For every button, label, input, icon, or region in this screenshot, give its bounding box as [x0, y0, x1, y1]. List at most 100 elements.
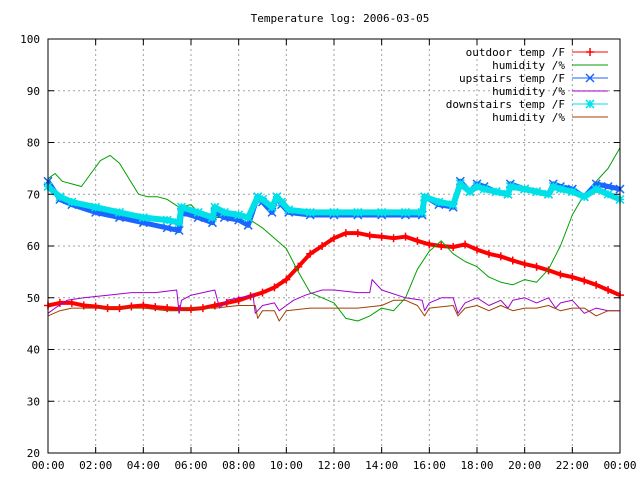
data-point: [544, 266, 553, 275]
data-point: [353, 229, 362, 238]
data-point: [234, 210, 244, 220]
data-point: [580, 276, 589, 285]
data-point: [176, 202, 186, 212]
data-point: [461, 240, 470, 249]
data-point: [91, 202, 101, 212]
x-tick-label: 12:00: [317, 459, 350, 472]
x-tick-label: 06:00: [174, 459, 207, 472]
legend-label: upstairs temp /F: [459, 72, 565, 85]
data-point: [258, 288, 267, 297]
plot-area: [43, 147, 625, 322]
y-tick-label: 80: [27, 137, 40, 150]
data-point: [67, 298, 76, 307]
data-point: [389, 234, 398, 243]
data-point: [479, 184, 489, 194]
data-point: [318, 242, 327, 250]
data-point: [555, 184, 565, 194]
data-point: [138, 213, 148, 223]
data-point: [579, 192, 589, 202]
legend-label: outdoor temp /F: [466, 46, 565, 59]
data-point: [437, 242, 446, 250]
legend-label: humidity /%: [492, 59, 565, 72]
x-tick-label: 20:00: [508, 459, 541, 472]
legend-marker: [586, 48, 594, 56]
data-point: [257, 194, 268, 204]
data-point: [548, 181, 558, 192]
legend-marker: [585, 99, 595, 109]
data-point: [520, 184, 530, 194]
data-point: [127, 302, 136, 311]
data-point: [377, 232, 386, 241]
x-tick-label: 10:00: [270, 459, 303, 472]
data-point: [568, 273, 577, 282]
data-point: [448, 200, 458, 210]
x-tick-label: 00:00: [603, 459, 636, 472]
data-point: [520, 260, 529, 269]
data-point: [400, 207, 411, 217]
data-point: [282, 275, 291, 284]
data-point: [329, 207, 339, 217]
data-point: [465, 187, 475, 197]
y-tick-label: 60: [27, 240, 40, 253]
x-tick-label: 22:00: [556, 459, 589, 472]
data-point: [473, 245, 481, 254]
legend-label: downstairs temp /F: [446, 98, 565, 111]
data-point: [270, 283, 279, 292]
data-point: [330, 234, 338, 243]
data-point: [543, 189, 554, 199]
data-point: [353, 207, 363, 217]
data-point: [401, 232, 410, 241]
data-point: [114, 207, 125, 217]
data-point: [591, 184, 601, 194]
x-tick-label: 16:00: [413, 459, 446, 472]
data-point: [174, 225, 184, 236]
y-tick-label: 70: [27, 188, 40, 201]
y-tick-label: 50: [27, 292, 40, 305]
legend-marker: [585, 73, 595, 83]
data-point: [425, 240, 434, 249]
data-point: [341, 229, 350, 238]
series-line: [47, 299, 620, 322]
data-point: [603, 181, 613, 192]
series-3: [47, 279, 620, 314]
series-5: [47, 299, 620, 322]
legend-label: humidity /%: [492, 85, 565, 98]
data-point: [417, 207, 427, 217]
data-point: [508, 256, 517, 265]
data-point: [174, 218, 184, 228]
data-point: [306, 249, 315, 258]
data-point: [449, 243, 458, 252]
data-point: [505, 181, 515, 192]
data-point: [472, 181, 482, 192]
data-point: [162, 223, 172, 233]
data-point: [377, 207, 387, 217]
axis-ticks: 20 30 40 50 60 70 80 90 100 00:00 02:00 04:00 06:00 0…: [20, 33, 636, 472]
data-point: [484, 249, 493, 258]
data-point: [253, 192, 263, 202]
data-point: [491, 187, 501, 197]
series-1: [47, 147, 621, 322]
y-tick-label: 40: [27, 344, 40, 357]
data-point: [496, 252, 505, 261]
y-tick-label: 30: [27, 395, 40, 408]
y-tick-label: 90: [27, 85, 40, 98]
data-point: [243, 220, 253, 230]
data-point: [267, 202, 277, 212]
chart-title: Temperature log: 2006-03-05: [251, 12, 430, 25]
data-point: [219, 207, 229, 217]
x-tick-label: 00:00: [31, 459, 64, 472]
data-point: [455, 179, 465, 189]
data-point: [210, 202, 220, 212]
data-point: [207, 213, 217, 223]
x-tick-label: 02:00: [79, 459, 112, 472]
data-point: [162, 215, 172, 225]
legend-label: humidity /%: [492, 111, 565, 124]
data-point: [193, 207, 203, 217]
x-tick-label: 04:00: [127, 459, 160, 472]
data-point: [243, 213, 253, 223]
series-line: [47, 279, 620, 314]
y-tick-label: 20: [27, 447, 40, 460]
data-point: [592, 280, 601, 289]
